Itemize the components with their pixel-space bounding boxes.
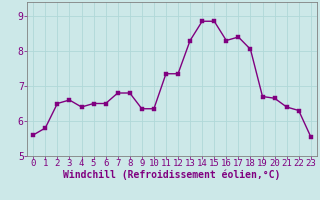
X-axis label: Windchill (Refroidissement éolien,°C): Windchill (Refroidissement éolien,°C) — [63, 170, 281, 180]
